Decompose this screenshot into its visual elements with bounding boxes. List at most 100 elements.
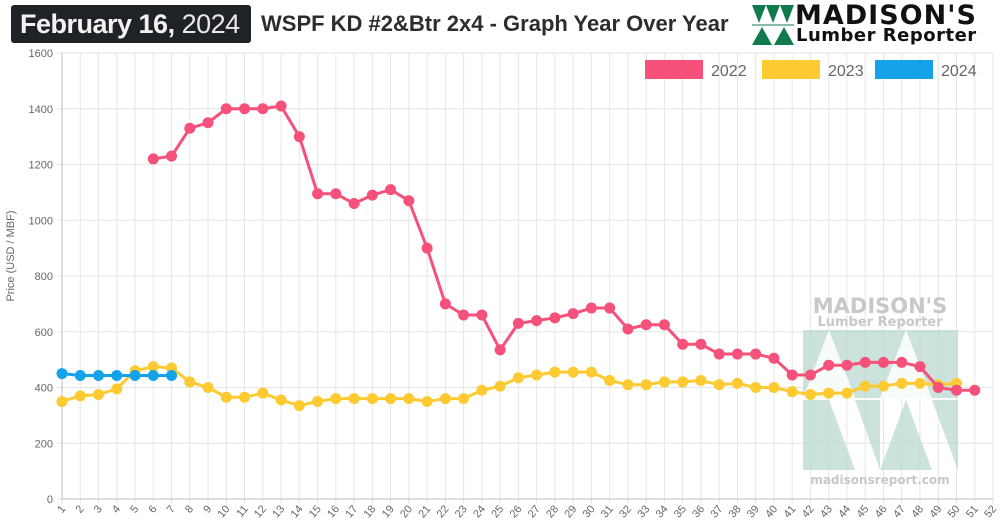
data-point-2022[interactable] [750, 348, 762, 360]
data-point-2022[interactable] [494, 344, 506, 356]
data-point-2022[interactable] [293, 131, 305, 143]
data-point-2022[interactable] [220, 103, 232, 115]
data-point-2023[interactable] [859, 380, 871, 392]
data-point-2022[interactable] [823, 359, 835, 371]
data-point-2023[interactable] [56, 395, 68, 407]
data-point-2023[interactable] [896, 377, 908, 389]
data-point-2023[interactable] [239, 391, 251, 403]
data-point-2023[interactable] [658, 376, 670, 388]
data-point-2022[interactable] [877, 356, 889, 368]
data-point-2022[interactable] [512, 317, 524, 329]
data-point-2022[interactable] [677, 338, 689, 350]
data-point-2022[interactable] [914, 361, 926, 373]
data-point-2022[interactable] [786, 369, 798, 381]
data-point-2023[interactable] [220, 391, 232, 403]
legend-item-2022[interactable]: 2022 [645, 60, 747, 80]
data-point-2022[interactable] [202, 117, 214, 129]
data-point-2023[interactable] [257, 387, 269, 399]
data-point-2023[interactable] [476, 384, 488, 396]
data-point-2022[interactable] [257, 103, 269, 115]
data-point-2024[interactable] [74, 370, 86, 382]
data-point-2022[interactable] [713, 348, 725, 360]
data-point-2022[interactable] [403, 195, 415, 207]
data-point-2023[interactable] [695, 375, 707, 387]
data-point-2022[interactable] [385, 184, 397, 196]
data-point-2023[interactable] [421, 395, 433, 407]
data-point-2023[interactable] [914, 377, 926, 389]
data-point-2022[interactable] [859, 356, 871, 368]
data-point-2022[interactable] [421, 242, 433, 254]
data-point-2022[interactable] [950, 384, 962, 396]
data-point-2023[interactable] [74, 390, 86, 402]
data-point-2022[interactable] [640, 319, 652, 331]
data-point-2023[interactable] [275, 394, 287, 406]
data-point-2023[interactable] [166, 362, 178, 374]
data-point-2022[interactable] [932, 382, 944, 393]
data-point-2023[interactable] [385, 393, 397, 405]
data-point-2022[interactable] [312, 188, 324, 200]
data-point-2022[interactable] [366, 189, 378, 201]
data-point-2022[interactable] [147, 153, 159, 165]
data-point-2023[interactable] [823, 387, 835, 399]
data-point-2023[interactable] [604, 375, 616, 387]
data-point-2022[interactable] [275, 100, 287, 112]
data-point-2023[interactable] [640, 379, 652, 391]
data-point-2023[interactable] [348, 393, 360, 405]
data-point-2023[interactable] [93, 388, 105, 400]
data-point-2024[interactable] [93, 370, 105, 382]
data-point-2023[interactable] [147, 361, 159, 373]
data-point-2023[interactable] [804, 388, 816, 400]
data-point-2022[interactable] [622, 323, 634, 335]
data-point-2023[interactable] [549, 366, 561, 378]
data-point-2023[interactable] [403, 393, 415, 405]
data-point-2022[interactable] [531, 315, 543, 327]
data-point-2023[interactable] [184, 376, 196, 388]
data-point-2024[interactable] [129, 370, 141, 382]
data-point-2023[interactable] [293, 400, 305, 412]
data-point-2023[interactable] [677, 376, 689, 388]
data-point-2022[interactable] [330, 188, 342, 200]
data-point-2022[interactable] [166, 150, 178, 162]
data-point-2023[interactable] [877, 380, 889, 392]
data-point-2023[interactable] [750, 382, 762, 393]
data-point-2024[interactable] [111, 370, 123, 382]
data-point-2023[interactable] [111, 383, 123, 395]
data-point-2023[interactable] [439, 393, 451, 405]
data-point-2023[interactable] [330, 393, 342, 405]
data-point-2022[interactable] [768, 352, 780, 364]
data-point-2023[interactable] [731, 377, 743, 389]
data-point-2023[interactable] [494, 380, 506, 392]
data-point-2023[interactable] [841, 387, 853, 399]
data-point-2022[interactable] [549, 312, 561, 324]
data-point-2022[interactable] [731, 348, 743, 360]
data-point-2022[interactable] [695, 338, 707, 350]
data-point-2022[interactable] [239, 103, 251, 115]
data-point-2024[interactable] [147, 370, 159, 382]
data-point-2022[interactable] [476, 309, 488, 321]
data-point-2023[interactable] [202, 382, 214, 393]
data-point-2022[interactable] [841, 359, 853, 371]
data-point-2022[interactable] [804, 369, 816, 381]
data-point-2023[interactable] [312, 395, 324, 407]
data-point-2022[interactable] [439, 298, 451, 310]
legend-item-2023[interactable]: 2023 [762, 60, 864, 80]
data-point-2022[interactable] [585, 302, 597, 314]
data-point-2022[interactable] [458, 309, 470, 321]
data-point-2022[interactable] [896, 356, 908, 368]
data-point-2023[interactable] [622, 379, 634, 391]
data-point-2022[interactable] [658, 319, 670, 331]
data-point-2023[interactable] [567, 366, 579, 378]
data-point-2023[interactable] [585, 366, 597, 378]
data-point-2023[interactable] [768, 382, 780, 393]
data-point-2023[interactable] [458, 393, 470, 405]
data-point-2022[interactable] [567, 308, 579, 320]
data-point-2022[interactable] [348, 198, 360, 210]
data-point-2023[interactable] [713, 379, 725, 391]
data-point-2022[interactable] [969, 384, 981, 396]
data-point-2023[interactable] [786, 386, 798, 398]
data-point-2024[interactable] [56, 368, 68, 380]
data-point-2023[interactable] [366, 393, 378, 405]
data-point-2023[interactable] [531, 369, 543, 381]
data-point-2022[interactable] [184, 122, 196, 134]
data-point-2024[interactable] [166, 370, 178, 382]
